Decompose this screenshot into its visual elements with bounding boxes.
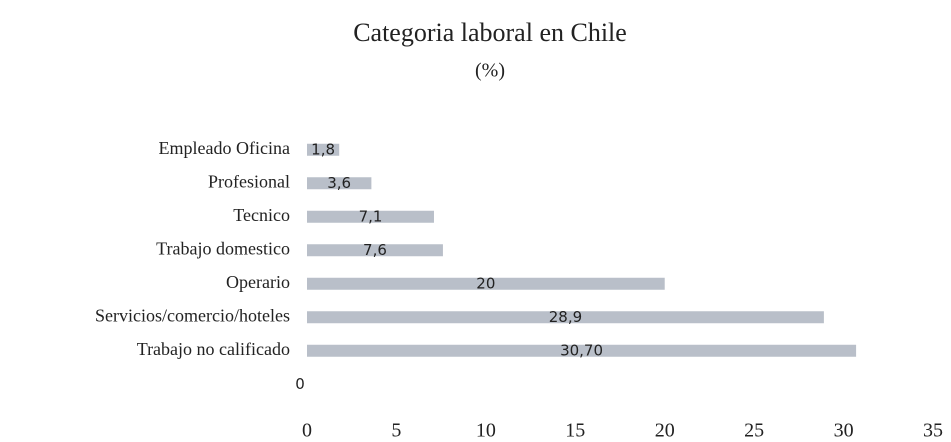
y-tick-label: Trabajo no calificado (137, 339, 290, 359)
data-label: 0 (295, 375, 305, 393)
y-tick-label: Profesional (208, 171, 290, 191)
bar (307, 244, 443, 257)
x-tick-label: 35 (923, 420, 943, 442)
y-tick-label: Empleado Oficina (159, 138, 290, 158)
chart-subtitle: (%) (475, 60, 505, 82)
bar (307, 210, 434, 223)
bar (307, 143, 340, 156)
x-tick-label: 0 (302, 420, 312, 442)
data-label: 1,8 (311, 140, 335, 158)
x-tick-label: 25 (744, 420, 764, 442)
x-tick-label: 15 (565, 420, 585, 442)
y-tick-label: Operario (226, 272, 290, 292)
data-label: 20 (476, 274, 495, 292)
data-label: 30,70 (560, 341, 603, 359)
y-tick-label: Tecnico (233, 205, 290, 225)
y-tick-label: Servicios/comercio/hoteles (95, 305, 290, 325)
y-tick-label: Trabajo domestico (156, 238, 290, 258)
bar (307, 311, 824, 324)
x-tick-label: 20 (655, 420, 675, 442)
data-label: 28,9 (549, 308, 582, 326)
bar (307, 177, 372, 190)
x-tick-label: 30 (834, 420, 854, 442)
bar (307, 344, 857, 357)
data-label: 3,6 (327, 174, 351, 192)
x-tick-label: 5 (391, 420, 401, 442)
bar (307, 277, 665, 290)
data-label: 7,1 (359, 207, 383, 225)
x-tick-label: 10 (476, 420, 496, 442)
data-label: 7,6 (363, 241, 387, 259)
chart-title: Categoria laboral en Chile (353, 18, 627, 47)
